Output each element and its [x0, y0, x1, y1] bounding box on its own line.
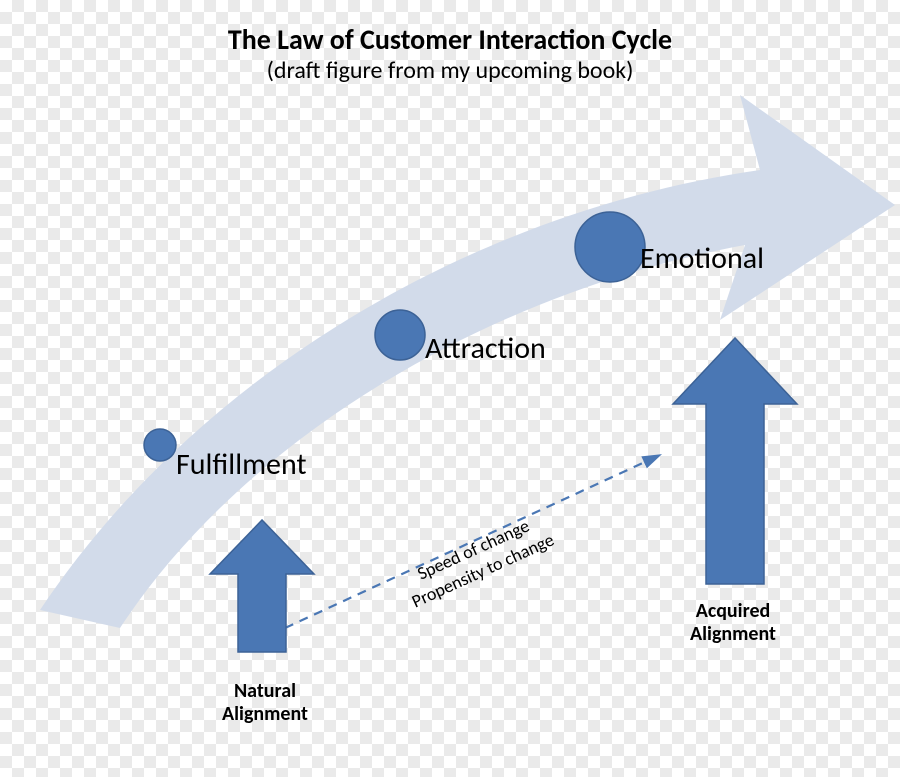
natural-alignment-label: Natural Alignment — [222, 680, 308, 726]
node-label-attraction: Attraction — [425, 330, 546, 367]
natural-alignment-label-l1: Natural — [234, 679, 296, 703]
acquired-alignment-label-l2: Alignment — [690, 622, 776, 646]
acquired-alignment-arrow — [673, 338, 797, 584]
acquired-alignment-label: Acquired Alignment — [690, 600, 776, 646]
diagram-title: The Law of Customer Interaction Cycle — [0, 22, 900, 57]
natural-alignment-arrow — [210, 520, 314, 652]
natural-alignment-label-l2: Alignment — [222, 702, 308, 726]
node-circle-emotional — [575, 212, 645, 282]
node-circle-attraction — [375, 310, 425, 360]
node-label-fulfillment: Fulfillment — [176, 446, 307, 483]
diagram-canvas — [0, 0, 900, 777]
node-circle-fulfillment — [144, 429, 176, 461]
acquired-alignment-label-l1: Acquired — [696, 599, 771, 623]
node-label-emotional: Emotional — [640, 240, 764, 277]
diagram-subtitle: (draft figure from my upcoming book) — [0, 56, 900, 85]
